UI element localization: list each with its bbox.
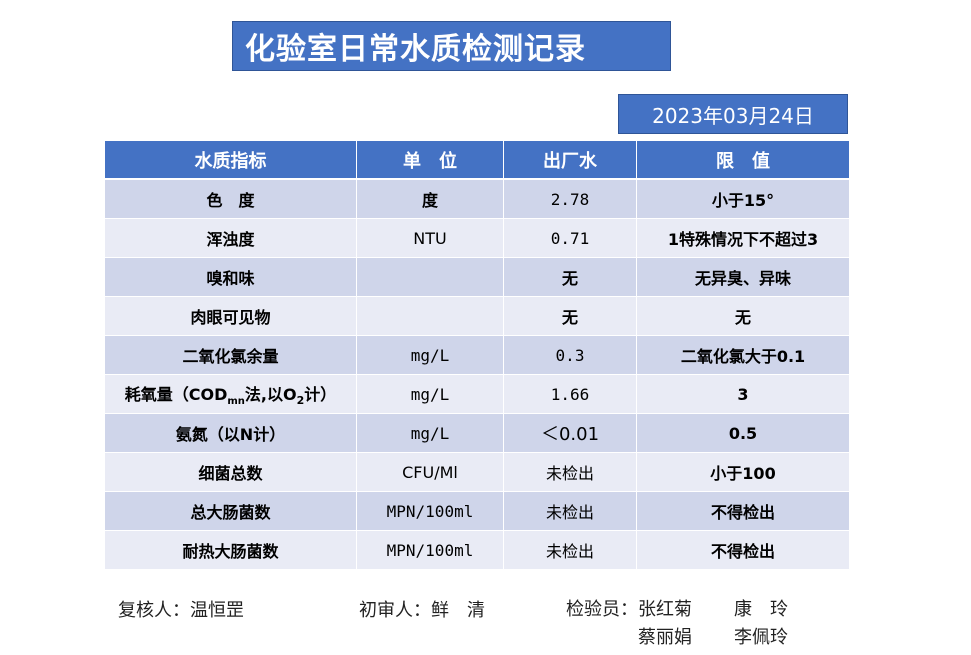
value-cell: ＜0.01: [503, 413, 637, 453]
unit-cell: NTU: [356, 218, 504, 258]
limit-cell: 0.5: [636, 413, 850, 453]
indicator-cell: 色 度: [104, 178, 357, 219]
indicator-cell: 总大肠菌数: [104, 491, 357, 531]
header-indicator: 水质指标: [104, 141, 357, 180]
indicator-cell: 二氧化氯余量: [104, 335, 357, 375]
cod-text-b: 法,以O: [244, 384, 297, 404]
unit-cell: mg/L: [356, 413, 504, 453]
unit-cell: [356, 296, 504, 336]
table-row: 嗅和味 无 无异臭、异味: [104, 257, 850, 297]
value-cell: 未检出: [503, 452, 637, 492]
header-unit: 单 位: [356, 141, 504, 180]
unit-cell: [356, 257, 504, 297]
value-cell: 0.71: [503, 218, 637, 258]
first-reviewer-label: 初审人：: [359, 600, 431, 621]
limit-cell: 小于100: [636, 452, 850, 492]
inspector-names: 张红菊 康 玲 蔡丽娟 李佩玲: [638, 596, 788, 652]
indicator-cell: 嗅和味: [104, 257, 357, 297]
cod-subscript-2: 2: [296, 394, 305, 408]
cod-text-a: 耗氧量（COD: [124, 384, 228, 404]
value-cell: 1.66: [503, 374, 637, 414]
table-row: 色 度 度 2.78 小于15°: [104, 178, 850, 219]
table-row: 氨氮（以N计） mg/L ＜0.01 0.5: [104, 413, 850, 453]
table-row: 耗氧量（CODmn法,以O2计） mg/L 1.66 3: [104, 374, 850, 414]
unit-cell: mg/L: [356, 335, 504, 375]
unit-cell: CFU/Ml: [356, 452, 504, 492]
indicator-cell: 氨氮（以N计）: [104, 413, 357, 453]
limit-cell: 不得检出: [636, 530, 850, 570]
unit-cell: 度: [356, 178, 504, 219]
reviewer-signature: 复核人：温恒罡: [118, 596, 244, 622]
header-limit: 限 值: [636, 141, 850, 180]
limit-cell: 1特殊情况下不超过3: [636, 218, 850, 258]
limit-cell: 不得检出: [636, 491, 850, 531]
value-cell: 2.78: [503, 178, 637, 219]
water-quality-table: 水质指标 单 位 出厂水 限 值 色 度 度 2.78 小于15° 浑浊度 NT…: [104, 141, 850, 570]
limit-cell: 小于15°: [636, 178, 850, 219]
header-factory-water: 出厂水: [503, 141, 637, 180]
inspector-signature: 检验员： 张红菊 康 玲 蔡丽娟 李佩玲: [566, 596, 788, 652]
inspector-name: 李佩玲: [734, 627, 788, 648]
value-cell: 无: [503, 296, 637, 336]
limit-cell: 二氧化氯大于0.1: [636, 335, 850, 375]
inspector-name: 蔡丽娟: [638, 627, 692, 648]
table-row: 耐热大肠菌数 MPN/100ml 未检出 不得检出: [104, 530, 850, 570]
first-reviewer-signature: 初审人：鲜 清: [359, 596, 485, 622]
page-title: 化验室日常水质检测记录: [232, 21, 671, 71]
unit-cell: MPN/100ml: [356, 530, 504, 570]
value-cell: 未检出: [503, 530, 637, 570]
table-row: 细菌总数 CFU/Ml 未检出 小于100: [104, 452, 850, 492]
limit-cell: 无异臭、异味: [636, 257, 850, 297]
unit-cell: mg/L: [356, 374, 504, 414]
indicator-cell: 浑浊度: [104, 218, 357, 258]
limit-cell: 3: [636, 374, 850, 414]
table-row: 二氧化氯余量 mg/L 0.3 二氧化氯大于0.1: [104, 335, 850, 375]
reviewer-label: 复核人：: [118, 600, 190, 621]
table-header-row: 水质指标 单 位 出厂水 限 值: [104, 141, 850, 180]
indicator-cell: 细菌总数: [104, 452, 357, 492]
indicator-cell: 耐热大肠菌数: [104, 530, 357, 570]
indicator-cell: 肉眼可见物: [104, 296, 357, 336]
cod-text-c: 计）: [304, 384, 337, 404]
value-cell: 无: [503, 257, 637, 297]
record-date: 2023年03月24日: [618, 94, 848, 134]
cod-subscript-mn: mn: [227, 396, 245, 408]
first-reviewer-name: 鲜 清: [431, 600, 485, 621]
value-cell: 0.3: [503, 335, 637, 375]
inspector-name: 康 玲: [734, 599, 788, 620]
inspector-name: 张红菊: [638, 599, 692, 620]
unit-cell: MPN/100ml: [356, 491, 504, 531]
limit-cell: 无: [636, 296, 850, 336]
inspector-label: 检验员：: [566, 599, 638, 620]
table-row: 浑浊度 NTU 0.71 1特殊情况下不超过3: [104, 218, 850, 258]
value-cell: 未检出: [503, 491, 637, 531]
indicator-cell: 耗氧量（CODmn法,以O2计）: [104, 374, 357, 414]
table-row: 总大肠菌数 MPN/100ml 未检出 不得检出: [104, 491, 850, 531]
reviewer-name: 温恒罡: [190, 600, 244, 621]
table-row: 肉眼可见物 无 无: [104, 296, 850, 336]
